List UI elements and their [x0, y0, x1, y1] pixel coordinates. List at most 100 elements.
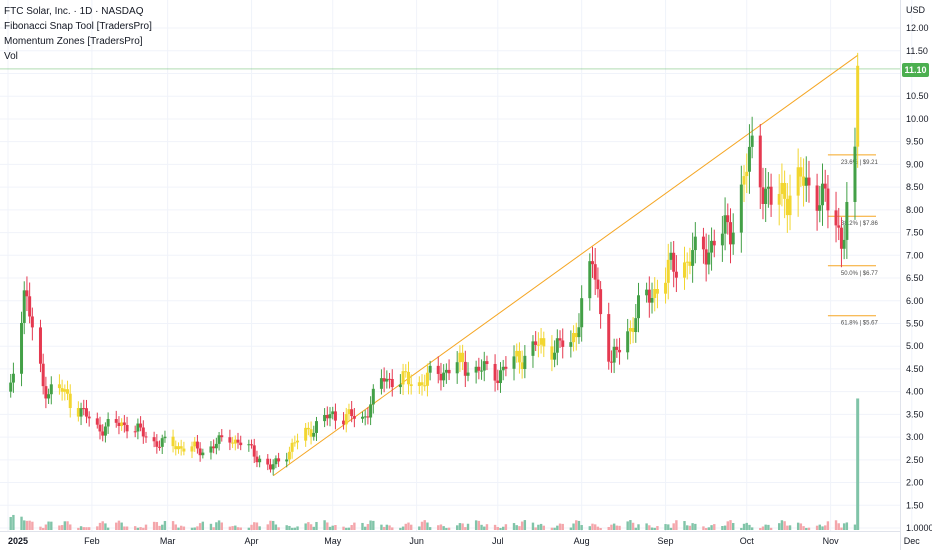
volume-bar [648, 525, 651, 530]
candle-body [504, 366, 508, 369]
volume-bar [115, 522, 118, 530]
indicator-fibonacci-label[interactable]: Fibonacci Snap Tool [TradersPro] [4, 21, 152, 32]
last-price-badge: 11.10 [902, 63, 929, 77]
volume-bar [575, 520, 578, 530]
volume-bar [31, 521, 34, 530]
volume-bar [740, 527, 743, 530]
volume-bar [750, 527, 754, 530]
candle-body [731, 232, 735, 245]
candle-body [796, 167, 800, 196]
y-tick-label: 6.50 [906, 273, 924, 283]
volume-bar [542, 525, 545, 530]
volume-bar [39, 526, 42, 530]
volume-bar [455, 525, 459, 530]
volume-bar [474, 520, 478, 530]
candle-body [447, 369, 451, 374]
volume-bar [382, 526, 386, 530]
volume-bar [721, 525, 724, 530]
candle-body [390, 379, 394, 388]
volume-bar [799, 523, 803, 530]
candle-body [20, 322, 24, 374]
candle-body [799, 167, 803, 177]
price-axis[interactable]: 1.0000 1.50 2.00 2.50 3.00 3.50 4.00 4.50 5.00 5.… [906, 23, 932, 533]
volume-bar [255, 522, 259, 530]
candle-body [612, 346, 616, 363]
candle-body [650, 298, 654, 303]
y-tick-label: 3.50 [906, 409, 924, 419]
candle-body [542, 338, 546, 347]
indicator-momentum-label[interactable]: Momentum Zones [TradersPro] [4, 36, 143, 47]
candle-body [590, 261, 594, 265]
volume-bar [656, 526, 659, 530]
candle-body [136, 423, 140, 432]
volume-bar [247, 527, 251, 530]
volume-bar [713, 524, 716, 530]
volume-bar [723, 525, 727, 530]
y-tick-label: 1.50 [906, 500, 924, 510]
candle-body [252, 445, 256, 457]
volume-bar [523, 520, 527, 530]
y-tick-label: 5.50 [906, 318, 924, 328]
volume-bar [120, 522, 123, 530]
time-axis[interactable]: 2025 Feb Mar Apr May Jun Jul Aug Sep Oct Nov Dec [8, 536, 920, 546]
candle-body [11, 373, 15, 383]
candle-body [818, 205, 822, 211]
volume-bar [702, 526, 705, 530]
fib-level-label: 50.0% | $6.77 [841, 271, 879, 277]
candle-body [141, 427, 145, 437]
volume-bar [477, 520, 481, 530]
volume-bar [688, 525, 692, 530]
symbol-title[interactable]: FTC Solar, Inc. · 1D · NASDAQ [4, 6, 144, 17]
candle-body [572, 333, 576, 343]
chart-legend: FTC Solar, Inc. · 1D · NASDAQ Fibonacci … [4, 4, 152, 64]
volume-bar [780, 520, 784, 530]
volume-bar [805, 527, 808, 530]
volume-bar [193, 527, 196, 530]
volume-bar [610, 524, 613, 530]
volume-bar [41, 527, 45, 530]
candle-body [634, 318, 638, 333]
candle-body [501, 366, 505, 371]
volume-bar [253, 522, 256, 530]
volume-bars [9, 398, 860, 530]
candle-body [821, 183, 825, 206]
volume-bar [840, 527, 843, 530]
volume-bar [63, 521, 67, 530]
candle-body [220, 435, 224, 438]
volume-bar [629, 520, 632, 530]
candle-body [466, 372, 470, 376]
volume-bar [683, 521, 686, 530]
candle-body [152, 437, 156, 442]
currency-label[interactable]: USD [906, 5, 926, 15]
candle-body [672, 252, 676, 272]
indicator-volume-label[interactable]: Vol [4, 51, 18, 62]
candle-body [536, 344, 540, 346]
volume-bar [853, 524, 857, 530]
volume-bar [845, 522, 849, 530]
candle-body [485, 361, 489, 364]
x-tick-label: Apr [245, 536, 259, 546]
candle-body [436, 365, 440, 374]
y-tick-label: 5.00 [906, 341, 924, 351]
volume-bar [420, 521, 424, 530]
candle-body [674, 271, 678, 278]
volume-bar [786, 525, 789, 530]
volume-bar [407, 522, 410, 530]
volume-bar [177, 527, 180, 530]
candle-body [742, 176, 746, 185]
candle-body [76, 408, 80, 417]
volume-bar [618, 525, 621, 530]
candle-body [712, 240, 716, 246]
volume-bar [182, 526, 186, 530]
volume-bar [748, 524, 751, 530]
candle-body [120, 422, 124, 427]
candle-body [369, 404, 373, 418]
y-tick-label: 9.00 [906, 159, 924, 169]
volume-bar [198, 523, 202, 530]
volume-bar [667, 524, 670, 530]
candle-body [550, 346, 554, 360]
volume-bar [87, 527, 91, 530]
candle-body [726, 215, 730, 223]
candle-body [382, 378, 386, 382]
